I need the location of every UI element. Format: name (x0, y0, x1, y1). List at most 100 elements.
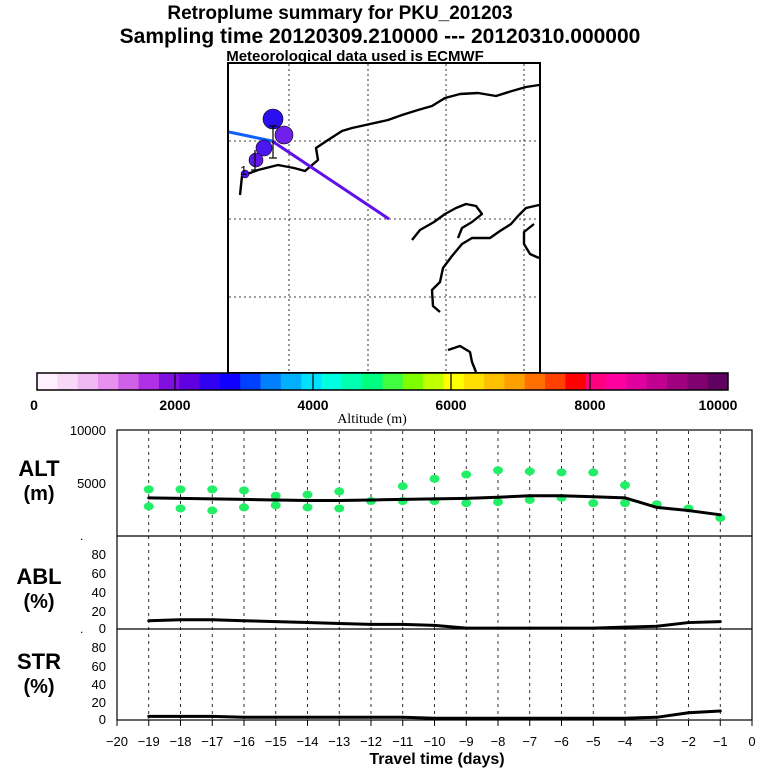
str-data-point (528, 716, 532, 720)
str-y-tick: 0 (99, 712, 106, 727)
colorbar-cell (667, 373, 688, 390)
colorbar-cells (37, 373, 729, 390)
colorbar-cell (57, 373, 79, 390)
colorbar-cell (423, 373, 444, 390)
colorbar-cell (219, 373, 241, 390)
colorbar-cell (77, 373, 99, 390)
alt-data-point (687, 509, 690, 513)
colorbar-cell (402, 373, 424, 390)
alt-scatter-point (397, 482, 408, 491)
plume-centroid (274, 125, 294, 145)
plume-centroid (255, 139, 273, 157)
colorbar-cell (138, 373, 160, 390)
alt-data-point (337, 498, 341, 502)
str-data-point (687, 711, 690, 715)
x-tick-label: −14 (296, 734, 318, 749)
x-tick-label: −6 (554, 734, 569, 749)
colorbar-cell (687, 373, 709, 390)
chart-title: Retroplume summary for PKU_201203 (167, 3, 512, 24)
alt-scatter-point (270, 491, 281, 500)
alt-scatter-point (429, 474, 440, 483)
alt-panel-unit: (m) (23, 483, 54, 505)
alt-scatter-point (493, 466, 503, 475)
colorbar-tick: 10000 (699, 397, 738, 413)
abl-data-point (528, 626, 532, 630)
x-tick-label: −15 (265, 734, 287, 749)
str-data-point (433, 716, 436, 720)
alt-data-point (718, 513, 722, 517)
x-tick-label: −3 (649, 734, 664, 749)
x-tick-label: −7 (522, 734, 537, 749)
alt-scatter-point (143, 485, 154, 494)
alt-panel-marks (143, 466, 726, 522)
colorbar-cell (606, 373, 627, 390)
x-tick-label: −4 (618, 734, 633, 749)
alt-data-point (655, 505, 659, 509)
abl-panel-marks (147, 618, 722, 630)
str-data-point (401, 715, 405, 719)
alt-data-point (369, 498, 373, 502)
colorbar: 0 2000 4000 6000 8000 10000 Altitude (m) (30, 372, 738, 427)
str-data-point (718, 709, 722, 713)
coastline (238, 83, 540, 373)
x-axis-label: Travel time (days) (369, 751, 504, 768)
colorbar-frame (36, 372, 729, 391)
alt-data-point (147, 496, 151, 500)
plume-track-purple (271, 139, 390, 221)
alt-data-point (274, 498, 278, 502)
plume-track-blue (228, 130, 273, 143)
colorbar-cell (484, 373, 505, 390)
x-tick-label: −19 (138, 734, 160, 749)
time-series-panels: −20 −19 −18 −17 −16 −15 −14 −13 −12 −11 −10 −9 −8 −7−… (16, 423, 755, 768)
colorbar-cell (707, 373, 729, 390)
alt-data-point (623, 496, 627, 500)
abl-panel-title: ABL (16, 564, 61, 589)
colorbar-tick: 2000 (159, 397, 190, 413)
alt-data-point (242, 497, 246, 501)
alt-scatter-point (143, 502, 154, 511)
alt-scatter-point (493, 498, 503, 507)
alt-y-tick: 5000 (77, 476, 106, 491)
x-tick-label: −10 (423, 734, 445, 749)
abl-data-point (718, 620, 722, 624)
str-y-tick: 60 (92, 659, 106, 674)
x-tick-label: −16 (233, 734, 255, 749)
abl-data-point (591, 626, 595, 630)
colorbar-cell (524, 373, 546, 390)
plume-centroids (240, 108, 294, 179)
colorbar-cell (463, 373, 485, 390)
colorbar-cell (97, 373, 119, 390)
alt-scatter-point (461, 470, 472, 479)
alt-scatter-point (175, 485, 186, 494)
abl-data-point (496, 626, 500, 630)
colorbar-cell (585, 373, 607, 390)
abl-data-point (179, 618, 182, 622)
alt-data-point (306, 498, 309, 502)
x-tick-label: −18 (169, 734, 191, 749)
x-tick-labels: −20 −19 −18 −17 −16 −15 −14 −13 −12 −11 −10 −9 −8 −7−… (106, 720, 756, 749)
str-data-point (242, 715, 246, 719)
str-data-point (147, 714, 151, 718)
colorbar-label: Altitude (m) (337, 412, 407, 427)
colorbar-cell (341, 373, 363, 390)
met-data-note: Meteorological data used is ECMWF (226, 48, 484, 65)
alt-scatter-point (588, 499, 599, 508)
alt-data-point (433, 497, 436, 501)
x-tick-label: −9 (459, 734, 474, 749)
x-tick-label: −17 (201, 734, 223, 749)
colorbar-cell (382, 373, 404, 390)
alt-scatter-point (588, 468, 599, 477)
str-data-point (591, 716, 595, 720)
abl-y-tick: 20 (92, 604, 106, 619)
str-y-tick: 20 (92, 695, 106, 710)
abl-data-point (147, 619, 151, 623)
alt-data-point (210, 497, 214, 501)
str-panel-unit: (%) (23, 676, 54, 698)
alt-scatter-point (334, 504, 345, 513)
alt-y-tick: 10000 (70, 423, 106, 438)
error-bars (251, 125, 277, 171)
alt-scatter-point (524, 495, 535, 504)
str-data-point (337, 715, 341, 719)
x-tick-label: −2 (681, 734, 696, 749)
